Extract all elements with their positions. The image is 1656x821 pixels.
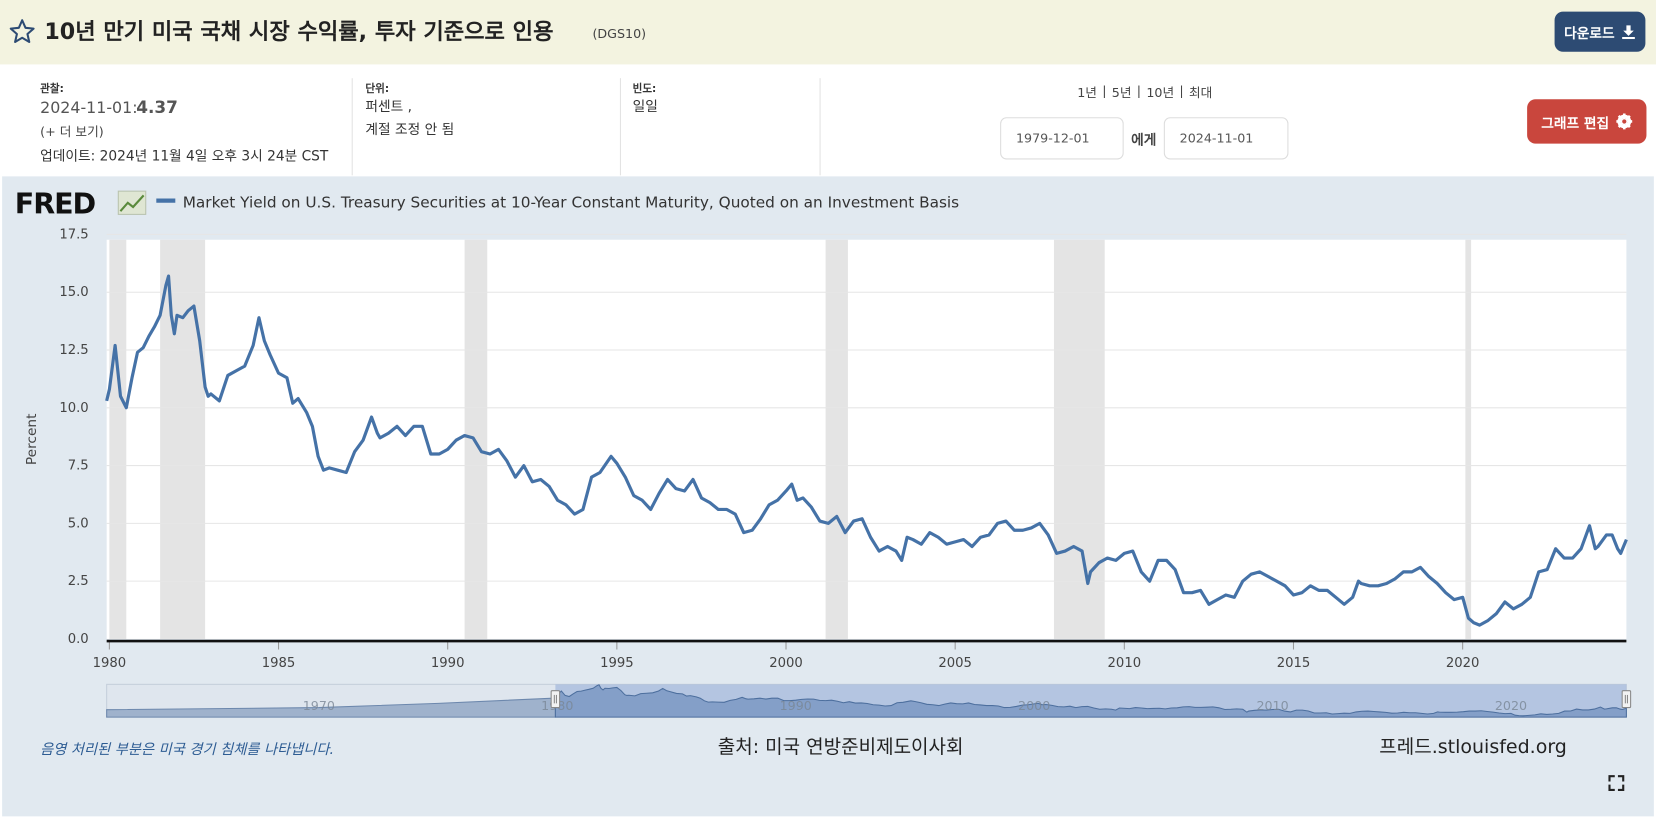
x-tick-label: 1990 bbox=[431, 656, 465, 671]
y-tick-label: 10.0 bbox=[59, 401, 88, 416]
fred-logo: FRED bbox=[15, 187, 96, 220]
y-tick-label: 2.5 bbox=[68, 574, 89, 589]
x-tick-label: 2015 bbox=[1277, 656, 1311, 671]
y-tick-label: 7.5 bbox=[68, 459, 89, 474]
y-tick-label: 5.0 bbox=[68, 516, 89, 531]
favorite-star[interactable] bbox=[8, 18, 35, 45]
source: 출처: 미국 연방준비제도이사회 bbox=[718, 736, 964, 758]
download-button[interactable]: 다운로드 bbox=[1554, 11, 1646, 52]
series-id: (DGS10) bbox=[592, 26, 647, 42]
info-bar bbox=[0, 65, 1656, 177]
y-tick-label: 15.0 bbox=[59, 285, 88, 300]
navigator-handle[interactable] bbox=[550, 690, 561, 709]
divider bbox=[819, 78, 821, 176]
observation-label: 관찰: bbox=[40, 83, 64, 96]
recession-band bbox=[464, 239, 488, 639]
fullscreen-icon[interactable] bbox=[1608, 775, 1625, 792]
recession-band bbox=[109, 239, 127, 639]
divider bbox=[351, 78, 353, 176]
y-axis-label: Percent bbox=[24, 413, 40, 465]
y-tick-label: 17.5 bbox=[59, 227, 88, 242]
recession-band bbox=[1053, 239, 1105, 639]
range-links: 1년 | 5년 | 10년 | 최대 bbox=[1077, 83, 1212, 101]
x-tick-label: 1995 bbox=[600, 656, 634, 671]
recession-band bbox=[825, 239, 848, 639]
x-tick-label: 2010 bbox=[1108, 656, 1142, 671]
x-tick-label: 2000 bbox=[769, 656, 803, 671]
navigator-label: 2000 bbox=[1018, 698, 1050, 713]
date-to[interactable]: 2024-11-01 bbox=[1163, 117, 1289, 160]
range-separator: | bbox=[1136, 83, 1142, 99]
observation-date: 2024-11-01: bbox=[40, 98, 138, 118]
range-separator: | bbox=[1179, 83, 1184, 99]
y-tick-label: 12.5 bbox=[59, 343, 88, 358]
x-tick-label: 1980 bbox=[93, 656, 127, 671]
updated: 업데이트: 2024년 11월 4일 오후 3시 24분 CST bbox=[40, 148, 329, 165]
navigator-handle-body bbox=[1621, 690, 1632, 709]
date-to-word: 에게 bbox=[1131, 133, 1157, 149]
observation-value: 4.37 bbox=[136, 97, 178, 118]
x-tick-label: 1985 bbox=[262, 656, 296, 671]
edit-graph-button[interactable]: 그래프 편집 bbox=[1527, 99, 1647, 144]
units-1: 퍼센트 , bbox=[365, 99, 413, 116]
gear-icon bbox=[1615, 113, 1632, 130]
navigator-handle[interactable] bbox=[1621, 690, 1632, 709]
navigator-line bbox=[554, 684, 1627, 718]
download-label: 다운로드 bbox=[1564, 25, 1615, 42]
y-tick-label: 0.0 bbox=[68, 632, 89, 647]
units-label: 단위: bbox=[365, 83, 390, 96]
legend-label: Market Yield on U.S. Treasury Securities… bbox=[183, 193, 959, 211]
recession-note: 음영 처리된 부분은 미국 경기 침체를 나타냅니다. bbox=[40, 742, 334, 758]
x-tick-label: 2005 bbox=[938, 656, 972, 671]
download-icon bbox=[1622, 25, 1635, 40]
more-link[interactable]: (+ 더 보기) bbox=[40, 124, 104, 140]
data-line bbox=[105, 274, 1628, 627]
site: 프레드.stlouisfed.org bbox=[1379, 736, 1567, 758]
navigator-label: 1970 bbox=[303, 698, 335, 713]
navigator-label: 2020 bbox=[1495, 698, 1527, 713]
date-from[interactable]: 1979-12-01 bbox=[1000, 117, 1124, 160]
range-link[interactable]: 1년 bbox=[1077, 85, 1097, 101]
plot-background bbox=[106, 239, 1627, 639]
recession-band bbox=[160, 239, 206, 639]
divider bbox=[619, 78, 621, 176]
edit-graph-label: 그래프 편집 bbox=[1541, 115, 1610, 132]
x-tick-label: 2020 bbox=[1446, 656, 1480, 671]
range-link[interactable]: 최대 bbox=[1188, 85, 1213, 101]
recession-band bbox=[1465, 239, 1472, 639]
navigator-handle-body bbox=[550, 690, 561, 709]
frequency-label: 빈도: bbox=[632, 83, 657, 96]
navigator-label: 2010 bbox=[1256, 698, 1288, 713]
range-link[interactable]: 5년 bbox=[1111, 85, 1132, 101]
range-separator: | bbox=[1102, 83, 1107, 99]
navigator-label: 1990 bbox=[780, 698, 812, 713]
logo-icon bbox=[117, 190, 147, 215]
units-2: 계절 조정 안 됨 bbox=[365, 122, 455, 139]
page-title: 10년 만기 미국 국채 시장 수익률, 투자 기준으로 인용 bbox=[44, 19, 554, 45]
header bbox=[0, 0, 1656, 65]
frequency: 일일 bbox=[632, 99, 658, 116]
range-link[interactable]: 10년 bbox=[1146, 85, 1175, 101]
